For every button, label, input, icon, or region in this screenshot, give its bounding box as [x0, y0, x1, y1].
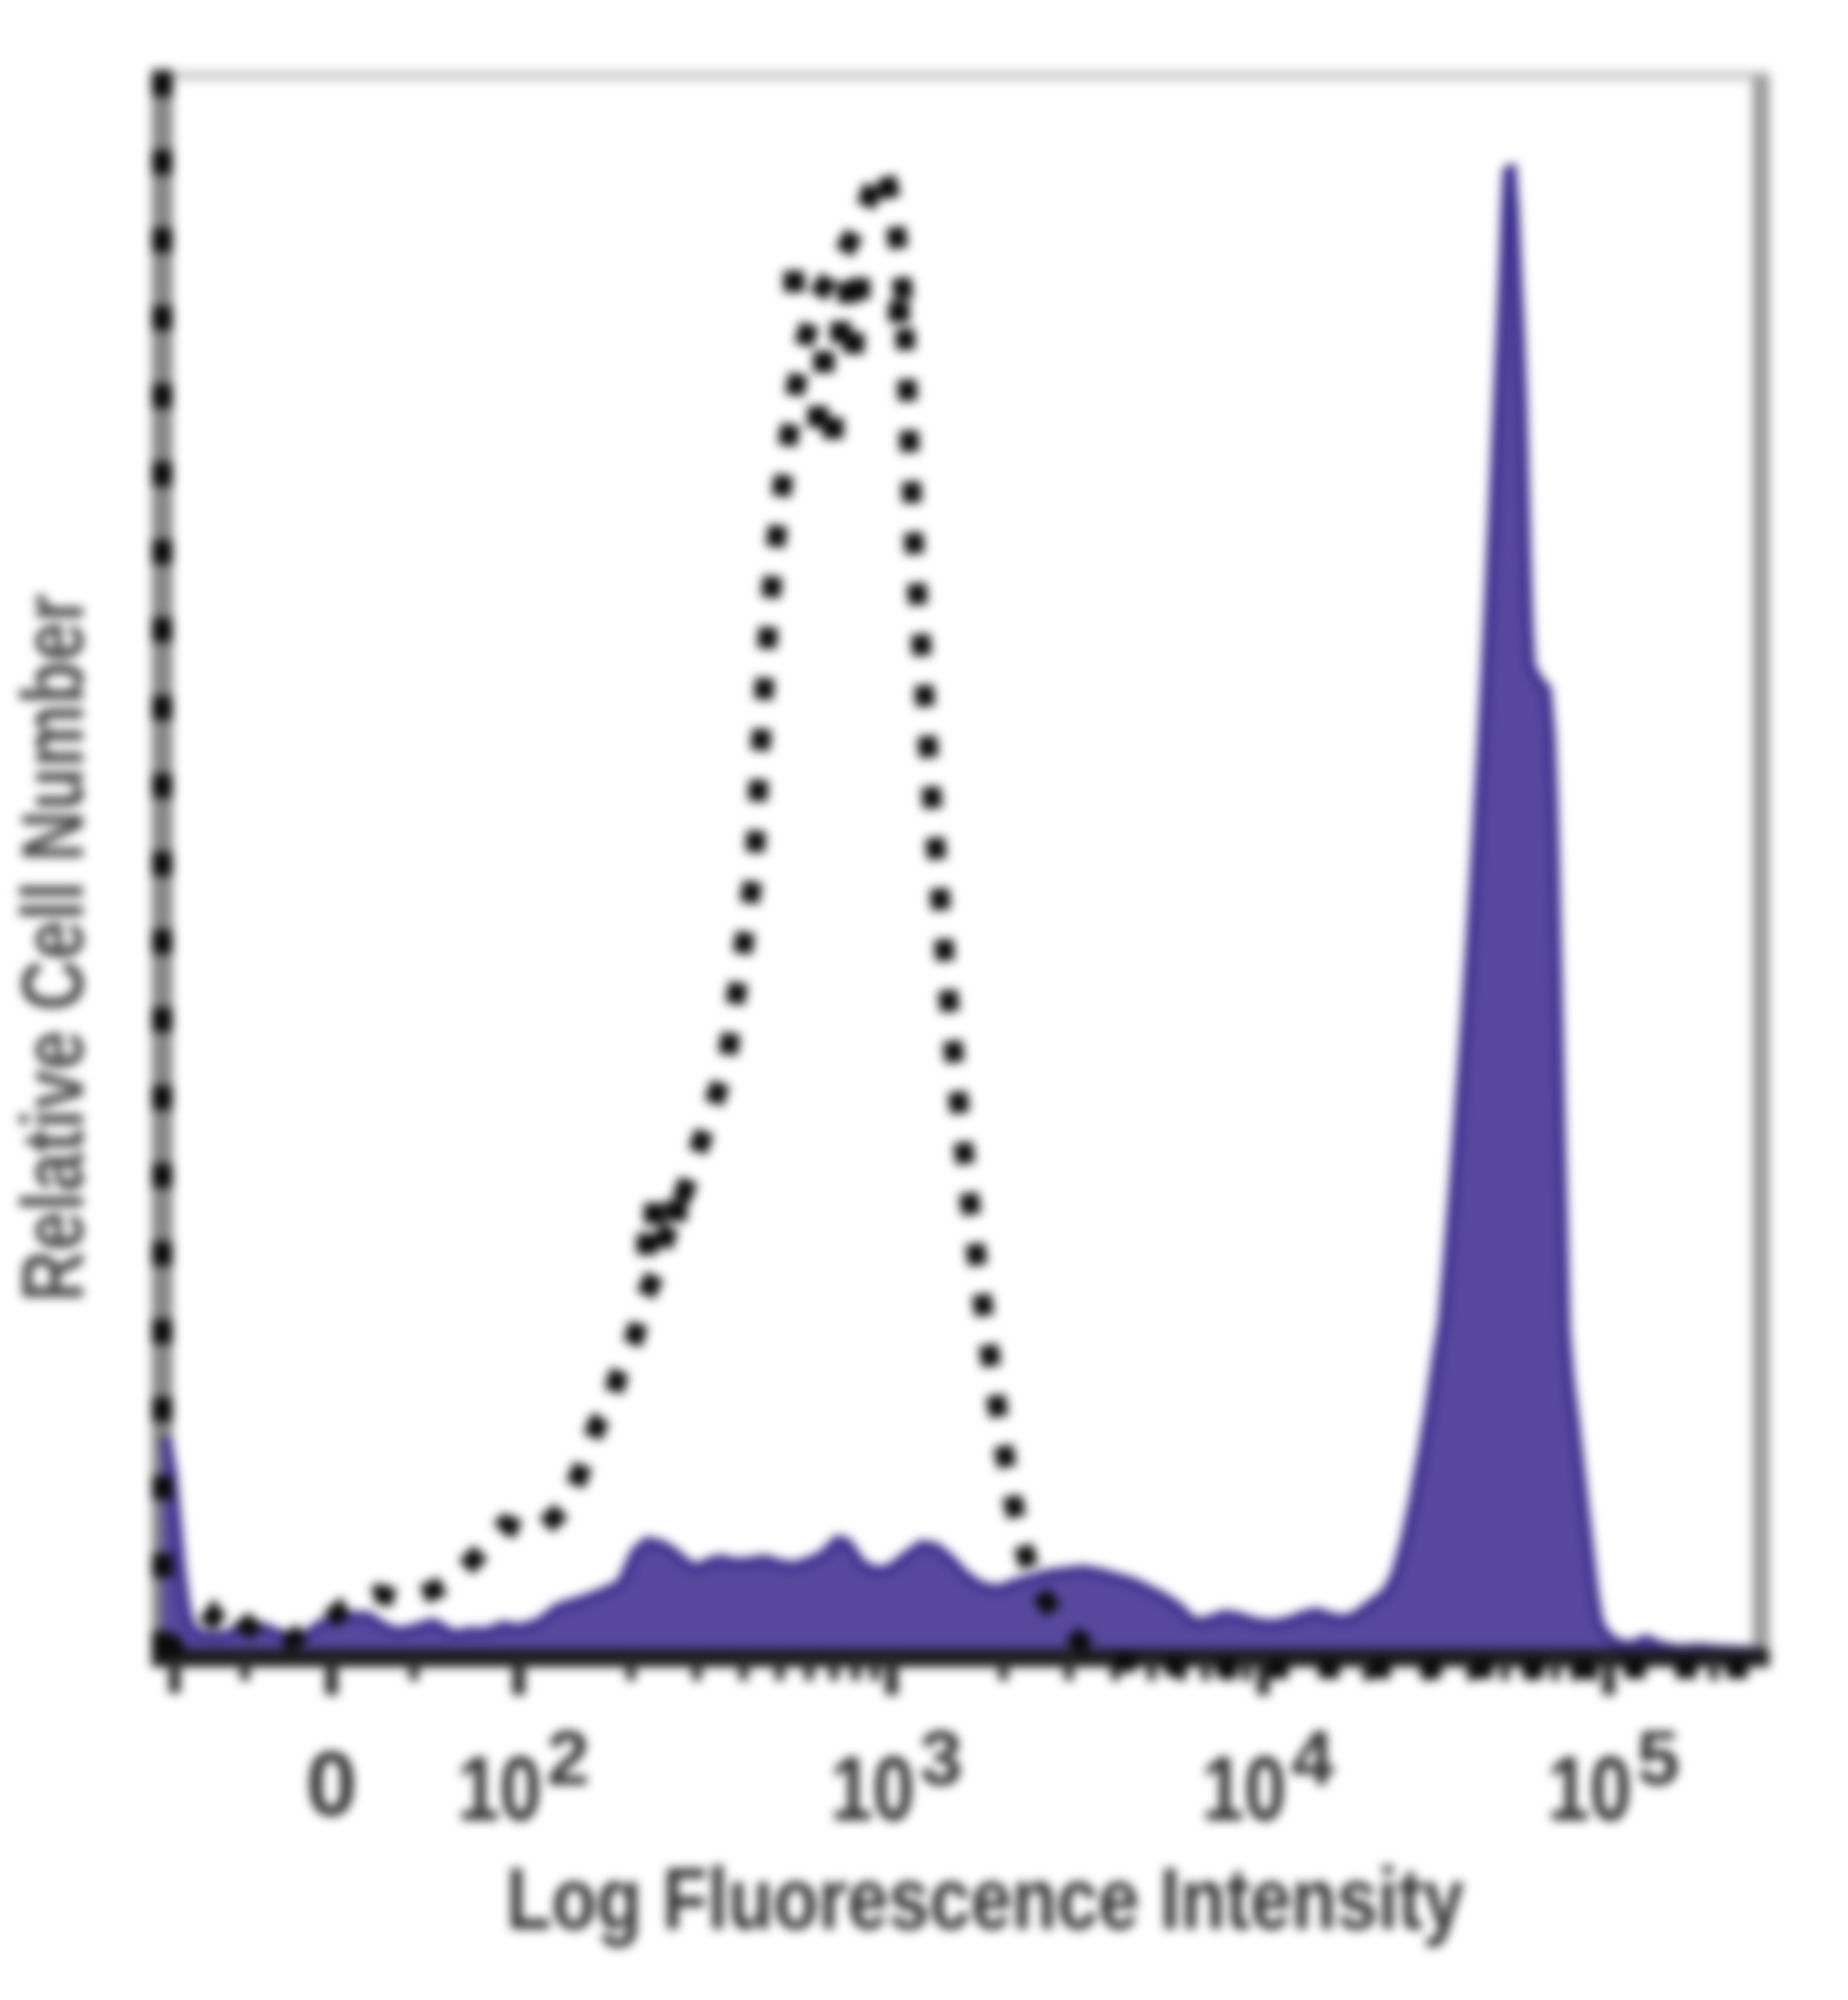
- svg-text:10: 10: [1202, 1738, 1286, 1840]
- svg-text:10: 10: [458, 1738, 542, 1840]
- svg-text:4: 4: [1291, 1715, 1334, 1801]
- svg-text:3: 3: [920, 1715, 962, 1801]
- svg-text:Log Fluorescence Intensity: Log Fluorescence Intensity: [506, 1849, 1464, 1948]
- svg-text:Relative Cell Number: Relative Cell Number: [3, 594, 102, 1302]
- svg-text:10: 10: [831, 1738, 915, 1840]
- svg-text:0: 0: [306, 1733, 357, 1835]
- svg-text:10: 10: [1548, 1738, 1632, 1840]
- svg-text:2: 2: [547, 1715, 590, 1801]
- svg-text:5: 5: [1637, 1715, 1680, 1801]
